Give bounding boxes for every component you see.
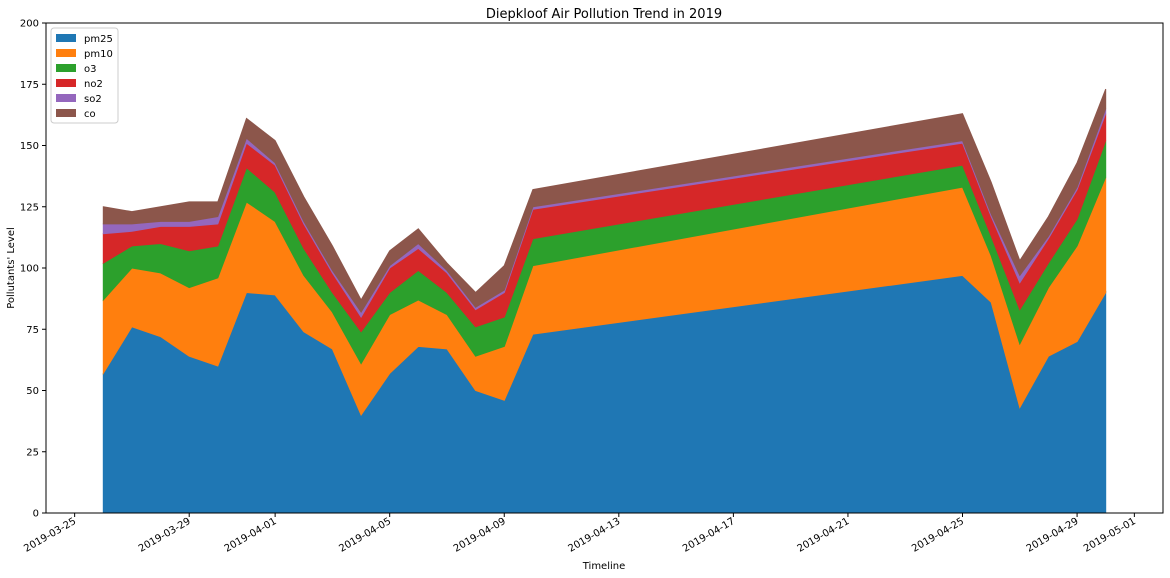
y-tick-label: 75	[26, 325, 39, 336]
x-tick-label: 2019-04-09	[452, 516, 508, 555]
legend-label-pm25: pm25	[84, 34, 113, 45]
x-tick-label: 2019-03-29	[137, 516, 193, 555]
legend-label-o3: o3	[84, 64, 96, 75]
y-axis-label: Pollutants' Level	[6, 227, 17, 309]
legend-swatch-pm25	[56, 34, 76, 42]
legend-swatch-so2	[56, 94, 76, 102]
y-tick-label: 50	[26, 386, 39, 397]
x-tick-label: 2019-04-01	[223, 516, 279, 555]
legend-swatch-no2	[56, 79, 76, 87]
y-tick-label: 200	[20, 19, 39, 30]
legend-label-pm10: pm10	[84, 49, 113, 60]
y-tick-label: 125	[20, 202, 39, 213]
y-tick-label: 100	[20, 264, 39, 275]
legend-swatch-pm10	[56, 49, 76, 57]
legend-swatch-o3	[56, 64, 76, 72]
x-axis: 2019-03-25 2019-03-29 2019-04-01 2019-04-05…	[22, 513, 1138, 555]
x-tick-label: 2019-04-29	[1025, 516, 1081, 555]
x-axis-label: Timeline	[582, 561, 626, 572]
legend-label-so2: so2	[84, 94, 102, 105]
y-tick-label: 25	[26, 447, 39, 458]
x-tick-label: 2019-04-13	[566, 516, 622, 555]
legend-label-co: co	[84, 109, 96, 120]
x-tick-label: 2019-04-17	[681, 516, 737, 555]
area-co	[102, 88, 1107, 314]
y-tick-label: 0	[33, 509, 39, 520]
stacked-areas	[102, 88, 1107, 514]
x-tick-label: 2019-05-01	[1082, 516, 1138, 555]
y-axis: 0 25 50 75 100 125 150 175 200	[20, 19, 46, 520]
x-tick-label: 2019-04-25	[910, 516, 966, 555]
legend-label-no2: no2	[84, 79, 103, 90]
y-tick-label: 150	[20, 141, 39, 152]
chart-title: Diepkloof Air Pollution Trend in 2019	[486, 7, 722, 22]
x-tick-label: 2019-04-21	[796, 516, 852, 555]
legend-swatch-co	[56, 109, 76, 117]
x-tick-label: 2019-03-25	[22, 516, 78, 555]
x-tick-label: 2019-04-05	[337, 516, 393, 555]
legend: pm25 pm10 o3 no2 so2 co	[50, 27, 119, 124]
y-tick-label: 175	[20, 80, 39, 91]
